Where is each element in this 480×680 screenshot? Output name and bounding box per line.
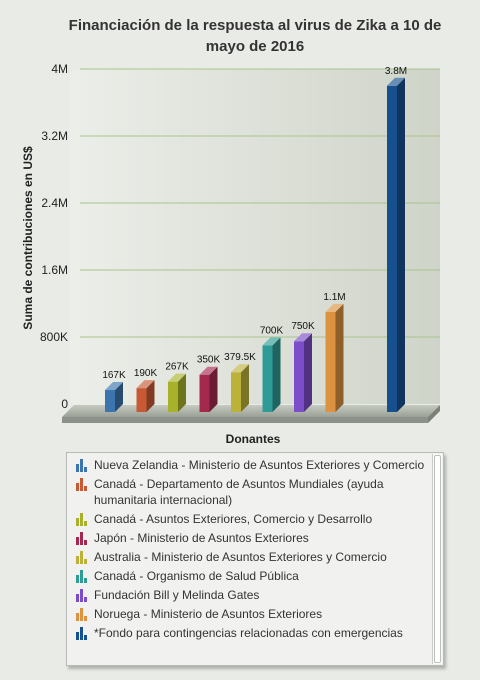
- bar-top: [231, 364, 249, 373]
- bar-chart-icon: [75, 569, 89, 583]
- bars: [105, 77, 405, 412]
- bar-front: [168, 381, 178, 412]
- bar-front: [262, 345, 273, 412]
- legend-item[interactable]: Noruega - Ministerio de Asuntos Exterior…: [73, 606, 429, 622]
- bar: [199, 366, 218, 412]
- bar-top: [325, 303, 344, 312]
- y-axis-ticks: 0 800K 1.6M 2.4M 3.2M 4M: [40, 62, 68, 411]
- bar-side: [272, 337, 281, 412]
- bar-side: [178, 373, 186, 412]
- bar-front: [199, 374, 210, 412]
- bar-side: [209, 366, 218, 412]
- bar-data-label: 267K: [165, 362, 189, 373]
- bar: [136, 380, 155, 412]
- plot-floor-side: [428, 405, 440, 423]
- bar-side: [146, 380, 155, 412]
- bar-chart-icon: [75, 550, 89, 564]
- legend-item-label: Canadá - Organismo de Salud Pública: [94, 569, 299, 583]
- bar-chart-icon: [75, 458, 89, 472]
- legend-item[interactable]: *Fondo para contingencias relacionadas c…: [73, 625, 429, 641]
- bar-chart-icon: [75, 512, 89, 526]
- bar-front: [105, 390, 115, 412]
- legend-item-label: Canadá - Departamento de Asuntos Mundial…: [94, 477, 384, 507]
- legend-item-label: Canadá - Asuntos Exteriores, Comercio y …: [94, 512, 373, 526]
- bar: [262, 337, 281, 412]
- y-tick-label: 4M: [51, 62, 68, 76]
- bar-front: [325, 311, 336, 412]
- bar-chart-icon: [75, 607, 89, 621]
- plot-wall: [70, 69, 440, 404]
- bar-data-label: 350K: [197, 355, 221, 366]
- legend-item[interactable]: Canadá - Departamento de Asuntos Mundial…: [73, 476, 429, 508]
- bar-side: [335, 303, 344, 412]
- legend-item-label: *Fondo para contingencias relacionadas c…: [94, 626, 403, 640]
- bar-top: [136, 380, 155, 389]
- gridlines: [80, 68, 440, 338]
- bar-top: [294, 333, 312, 342]
- bar-data-label: 1.1M: [323, 292, 345, 303]
- legend-scrollbar[interactable]: [432, 454, 442, 664]
- legend-list: Nueva Zelandia - Ministerio de Asuntos E…: [73, 457, 429, 665]
- bar-data-label: 700K: [260, 325, 284, 336]
- y-tick-label: 1.6M: [41, 263, 68, 277]
- legend-item-label: Noruega - Ministerio de Asuntos Exterior…: [94, 607, 323, 621]
- bar-data-label: 167K: [102, 370, 126, 381]
- bar-top: [199, 366, 218, 375]
- bar-front: [136, 388, 147, 412]
- bar: [168, 373, 186, 412]
- bar-chart-icon: [75, 626, 89, 640]
- bar-top: [105, 382, 123, 391]
- legend: Nueva Zelandia - Ministerio de Asuntos E…: [66, 452, 444, 666]
- bar: [387, 77, 405, 412]
- plot-floor-front: [62, 417, 428, 423]
- bar-top: [262, 337, 281, 346]
- legend-item-label: Nueva Zelandia - Ministerio de Asuntos E…: [94, 458, 425, 472]
- bar-front: [387, 85, 397, 412]
- bar-data-label: 3.8M: [385, 66, 407, 77]
- bar-front: [294, 341, 304, 412]
- bar-data-label: 379.5K: [224, 352, 256, 363]
- bar-side: [241, 364, 249, 412]
- bar-side: [304, 333, 312, 412]
- legend-item[interactable]: Canadá - Asuntos Exteriores, Comercio y …: [73, 511, 429, 527]
- bar: [325, 303, 344, 412]
- legend-item-label: Australia - Ministerio de Asuntos Exteri…: [94, 550, 387, 564]
- bar: [231, 364, 249, 412]
- bar-chart-icon: [75, 531, 89, 545]
- legend-scroll-thumb[interactable]: [434, 455, 441, 663]
- legend-item-label: Japón - Ministerio de Asuntos Exteriores: [94, 531, 309, 545]
- bar-chart-icon: [75, 477, 89, 491]
- plot-floor-top: [62, 405, 440, 417]
- legend-item[interactable]: Canadá - Organismo de Salud Pública: [73, 568, 429, 584]
- y-tick-label: 800K: [40, 330, 68, 344]
- bar-data-label: 190K: [134, 368, 158, 379]
- bar: [105, 382, 123, 412]
- chart-title-line-1: Financiación de la respuesta al virus de…: [69, 17, 442, 34]
- legend-item[interactable]: Australia - Ministerio de Asuntos Exteri…: [73, 549, 429, 565]
- x-axis-label: Donantes: [226, 432, 281, 446]
- data-labels: 167K 190K 267K 350K 379.5K 700K 750K 1.1M 3.8M: [102, 66, 407, 381]
- y-tick-label: 0: [61, 397, 68, 411]
- bar-chart-icon: [75, 588, 89, 602]
- y-tick-label: 3.2M: [41, 129, 68, 143]
- bar: [294, 333, 312, 412]
- bar-chart: Financiación de la respuesta al virus de…: [21, 17, 442, 446]
- bar-top: [168, 373, 186, 382]
- chart-title-line-2: mayo de 2016: [206, 38, 304, 55]
- bar-data-label: 750K: [291, 321, 315, 332]
- bar-side: [397, 77, 405, 412]
- legend-item[interactable]: Nueva Zelandia - Ministerio de Asuntos E…: [73, 457, 429, 473]
- y-tick-label: 2.4M: [41, 196, 68, 210]
- legend-item-label: Fundación Bill y Melinda Gates: [94, 588, 260, 602]
- bar-top: [387, 77, 405, 86]
- bar-front: [231, 372, 241, 412]
- legend-item[interactable]: Japón - Ministerio de Asuntos Exteriores: [73, 530, 429, 546]
- legend-item[interactable]: Fundación Bill y Melinda Gates: [73, 587, 429, 603]
- y-axis-label: Suma de contribuciones en US$: [21, 146, 35, 330]
- bar-side: [115, 382, 123, 412]
